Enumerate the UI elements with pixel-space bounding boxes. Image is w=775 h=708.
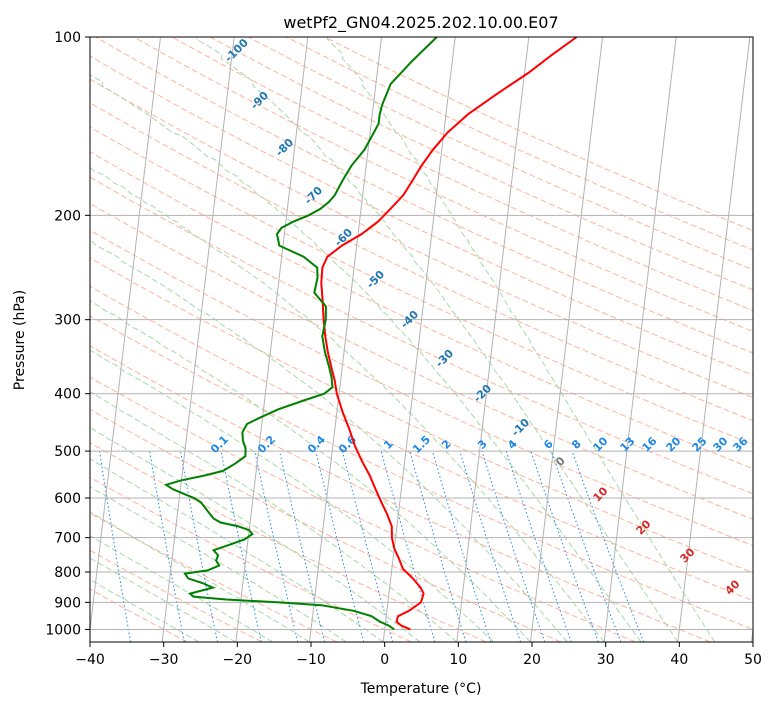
y-axis-label: Pressure (hPa) [12, 290, 28, 390]
isotherm-line [309, 37, 382, 642]
dry-adiabat [247, 37, 753, 271]
dry-adiabat [90, 442, 487, 642]
y-tick-label: 100 [54, 30, 81, 46]
y-tick-label: 500 [54, 444, 81, 460]
dry-adiabats [90, 37, 753, 642]
x-tick-label: 40 [670, 652, 688, 668]
dry-adiabat [323, 37, 753, 232]
y-tick-label: 1000 [45, 622, 81, 638]
mixing-ratio-line [53, 452, 81, 643]
dry-adiabat [90, 408, 561, 642]
mixing-ratio-line [530, 451, 599, 642]
isotherm-line [90, 37, 161, 634]
plot-frame [89, 36, 754, 643]
isotherms [90, 37, 753, 642]
moist-adiabat [90, 74, 642, 642]
mixing-ratio-line [149, 451, 185, 642]
isotherm-line [456, 37, 530, 642]
dry-adiabat [90, 202, 753, 520]
dry-adiabat [90, 476, 412, 642]
dry-adiabat [90, 257, 753, 574]
y-tick-label: 800 [54, 565, 81, 581]
x-tick-label: 10 [449, 652, 467, 668]
x-axis-ticks: −40 −30 −20 −10 0 10 20 30 40 50 [75, 642, 762, 668]
moist-adiabat [90, 349, 495, 642]
dry-adiabat [90, 285, 753, 602]
x-tick-label: −10 [296, 652, 326, 668]
dewpoint-line [163, 37, 438, 631]
y-axis-ticks: 100 200 300 400 500 600 700 800 900 1000 [45, 30, 90, 638]
x-tick-label: −30 [149, 652, 179, 668]
y-tick-label: 300 [54, 313, 81, 329]
moist-adiabats [90, 37, 716, 642]
moist-adiabat [195, 37, 679, 642]
mixing-ratio-line [551, 451, 622, 642]
x-tick-label: 30 [597, 652, 615, 668]
isotherm-line [530, 37, 603, 642]
dry-adiabat [90, 315, 753, 630]
x-axis-label: Temperature (°C) [360, 681, 482, 697]
dry-adiabat [209, 37, 753, 291]
y-tick-label: 700 [54, 531, 81, 547]
moist-adiabat [90, 486, 347, 642]
isotherm-line [161, 37, 235, 642]
isotherm-line [677, 37, 751, 642]
moist-adiabat [90, 535, 273, 642]
mixing-ratio-line [180, 451, 218, 642]
mixing-ratio-line [99, 451, 132, 642]
mixing-ratio-line [380, 451, 436, 642]
y-tick-label: 900 [54, 595, 81, 611]
temperature-line [320, 37, 578, 631]
mixing-ratio-line [279, 451, 326, 642]
mixing-ratio-line [342, 451, 394, 642]
moist-adiabat [90, 299, 531, 642]
mixing-ratio-line [220, 451, 262, 642]
moist-adiabat [90, 390, 458, 642]
x-tick-label: 50 [744, 652, 762, 668]
plot-background [90, 37, 753, 642]
mixing-ratio-line [315, 451, 365, 642]
sounding-profiles [163, 37, 578, 631]
dry-adiabat [90, 176, 753, 495]
x-tick-label: 0 [380, 652, 389, 668]
dry-adiabat [90, 78, 753, 399]
mixing-ratio-line [254, 451, 299, 642]
mixing-ratio-line [432, 451, 492, 642]
mixing-ratio-line [481, 451, 546, 642]
mixing-ratio-lines [53, 451, 645, 643]
moist-adiabat [90, 426, 421, 642]
y-tick-label: 200 [54, 208, 81, 224]
y-tick-label: 400 [54, 387, 81, 403]
x-tick-label: −40 [75, 652, 105, 668]
background-lines [53, 37, 753, 643]
x-tick-label: 20 [523, 652, 541, 668]
isotherm-line [603, 37, 677, 642]
dry-adiabat [132, 37, 753, 333]
moist-adiabat [90, 239, 568, 642]
mixing-ratio-line [459, 451, 522, 642]
mixing-ratio-line [409, 451, 467, 642]
chart-title: wetPf2_GN04.2025.202.10.00.E07 [283, 13, 558, 33]
dry-adiabat [90, 126, 753, 446]
y-tick-label: 600 [54, 491, 81, 507]
x-tick-label: −20 [223, 652, 253, 668]
dry-adiabat [90, 102, 753, 422]
dry-adiabat [94, 37, 753, 354]
moist-adiabat [326, 37, 716, 642]
mixing-ratio-line [505, 451, 572, 642]
isotherm-line [235, 37, 309, 642]
dry-adiabat [90, 229, 753, 547]
moist-adiabat [90, 511, 310, 642]
isotherm-line [751, 625, 753, 642]
moist-adiabat [90, 166, 605, 642]
